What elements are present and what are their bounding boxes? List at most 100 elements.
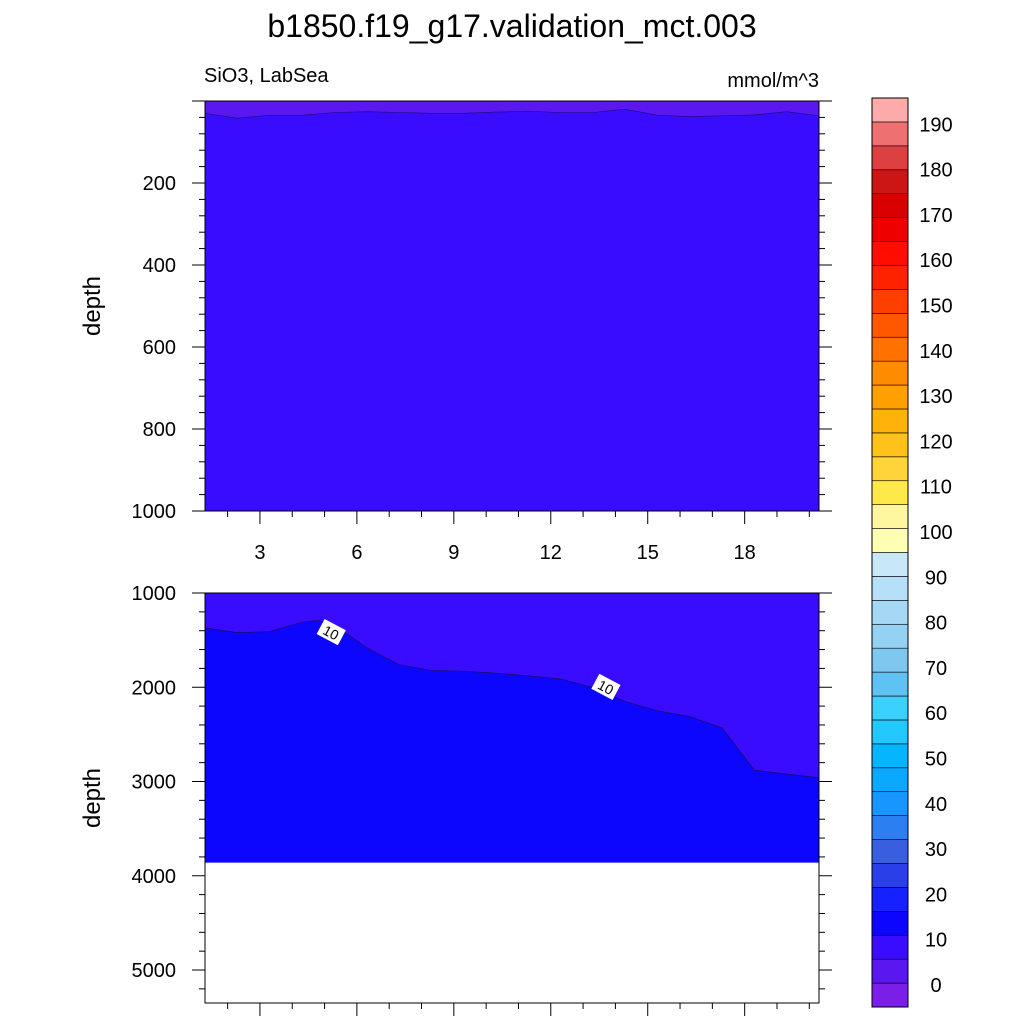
colorbar-swatch — [871, 265, 909, 290]
colorbar-swatch — [871, 432, 909, 458]
colorbar-swatch — [871, 384, 909, 410]
colorbar-swatch — [871, 336, 909, 362]
top-y-tick-label: 1000 — [132, 501, 177, 523]
top-y-tick-label: 800 — [143, 419, 176, 441]
contour-label: 10 — [316, 619, 346, 646]
colorbar-swatch — [871, 791, 909, 816]
colorbar-swatch — [871, 121, 909, 147]
top-y-tick-label: 200 — [143, 173, 176, 195]
bottom-y-tick-label: 1000 — [132, 583, 177, 605]
colorbar-swatch — [871, 958, 909, 984]
colorbar-label: 10 — [925, 930, 947, 952]
colorbar-label: 80 — [925, 613, 947, 635]
top-x-tick-label: 9 — [448, 542, 459, 564]
bottom-panel: 10 10 1000 2000 3000 4000 5000 depth — [79, 583, 832, 1016]
colorbar-label: 60 — [925, 703, 947, 725]
contour-label: 10 — [591, 673, 621, 700]
colorbar-swatch — [871, 623, 909, 649]
colorbar-swatch — [871, 719, 909, 745]
top-left-label: SiO3, LabSea — [204, 65, 329, 87]
top-x-tick-label: 15 — [637, 542, 659, 564]
colorbar-swatch — [871, 887, 909, 912]
colorbar-swatch — [871, 241, 909, 266]
bottom-y-tick-label: 4000 — [132, 866, 177, 888]
bottom-y-tick-label: 2000 — [132, 677, 177, 699]
top-x-tick-label: 3 — [254, 542, 265, 564]
colorbar-swatch — [871, 552, 909, 577]
colorbar-label: 90 — [925, 567, 947, 589]
colorbar-label: 120 — [919, 431, 952, 453]
colorbar-swatch — [871, 671, 909, 697]
top-x-tick-label: 12 — [540, 542, 562, 564]
colorbar-label: 180 — [919, 160, 952, 182]
colorbar-label: 30 — [925, 839, 947, 861]
contour-label-text: 10 — [595, 677, 616, 699]
colorbar-label: 160 — [919, 250, 952, 272]
bottom-y-axis-label: depth — [79, 768, 106, 828]
top-ticks: 200 400 600 800 1000 3 6 9 12 15 18 — [132, 100, 832, 564]
colorbar-swatch — [871, 576, 909, 601]
colorbar-swatch — [871, 289, 909, 314]
bottom-y-tick-label: 3000 — [132, 772, 177, 794]
colorbar-label: 0 — [930, 975, 941, 997]
colorbar-label: 170 — [919, 205, 952, 227]
colorbar-label: 70 — [925, 658, 947, 680]
colorbar-label: 150 — [919, 296, 952, 318]
colorbar-swatch — [871, 934, 909, 960]
colorbar-label: 50 — [925, 749, 947, 771]
colorbar-swatch — [871, 312, 909, 338]
colorbar-frame — [871, 97, 909, 1008]
contour-labels: 10 10 — [316, 619, 621, 700]
bottom-ticks: 1000 2000 3000 4000 5000 — [132, 583, 832, 1016]
colorbar-swatch — [871, 839, 909, 864]
colorbar-swatch — [871, 528, 909, 553]
colorbar-swatch — [871, 145, 909, 171]
colorbar-swatch — [871, 360, 909, 386]
colorbar-swatch — [871, 911, 909, 936]
colorbar-label: 110 — [920, 477, 952, 499]
top-x-tick-label: 6 — [351, 542, 362, 564]
bottom-upper-region — [205, 593, 819, 778]
colorbar-swatch — [871, 863, 909, 888]
colorbar-swatch — [871, 456, 909, 482]
colorbar-swatch — [871, 600, 909, 625]
figure-title: b1850.f19_g17.validation_mct.003 — [267, 8, 756, 44]
colorbar-swatch — [871, 743, 909, 769]
colorbar-swatch — [871, 169, 909, 194]
bottom-lower-region — [205, 620, 819, 863]
top-y-tick-label: 600 — [143, 337, 176, 359]
colorbar-swatch — [871, 480, 909, 505]
colorbar-label: 190 — [919, 114, 952, 136]
top-surface-layer — [204, 100, 820, 119]
bottom-y-tick-label: 5000 — [132, 960, 177, 982]
contour-line-10 — [204, 619, 820, 779]
top-right-label: mmol/m^3 — [727, 70, 819, 92]
colorbar: 0 10 20 30 40 50 60 70 80 90 100 110 120 130 140 150 160… — [871, 97, 953, 1008]
top-plot-frame — [204, 100, 820, 512]
bottom-plot-frame — [204, 592, 820, 1004]
colorbar-swatch — [871, 97, 909, 123]
colorbar-swatch — [871, 647, 909, 673]
contour-label-text: 10 — [320, 622, 341, 644]
colorbar-swatch — [871, 695, 909, 721]
colorbar-swatch — [871, 408, 909, 434]
contour-label-box — [591, 673, 621, 700]
top-plot-area — [205, 101, 819, 511]
colorbar-label: 130 — [919, 386, 952, 408]
top-y-tick-label: 400 — [143, 255, 176, 277]
colorbar-label: 20 — [925, 884, 947, 906]
contour-label-box — [316, 619, 346, 646]
colorbar-swatch — [871, 815, 909, 840]
colorbar-label: 140 — [919, 341, 952, 363]
colorbar-swatch — [871, 504, 909, 529]
colorbar-label: 40 — [925, 794, 947, 816]
colorbar-swatch — [871, 767, 909, 793]
colorbar-swatch — [871, 217, 909, 242]
top-x-tick-label: 18 — [734, 542, 756, 564]
top-y-axis-label: depth — [79, 276, 106, 336]
colorbar-swatch — [871, 193, 909, 218]
colorbar-swatch — [871, 982, 909, 1008]
top-panel: SiO3, LabSea mmol/m^3 200 400 600 800 1000 3 6… — [79, 65, 832, 564]
colorbar-label: 100 — [919, 522, 952, 544]
